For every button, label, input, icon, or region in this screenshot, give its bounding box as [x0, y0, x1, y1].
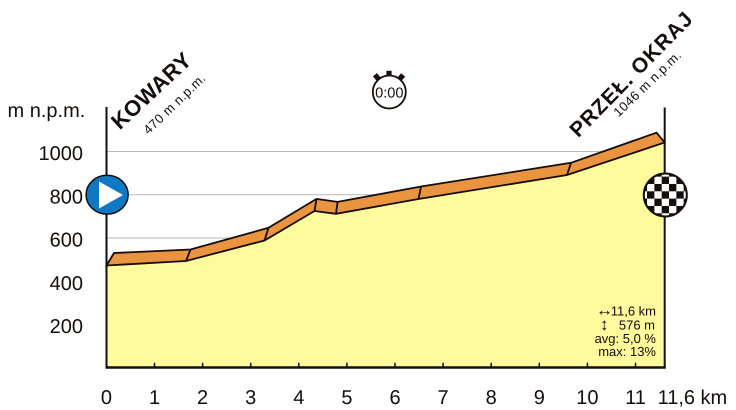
svg-text:4: 4 [293, 387, 304, 409]
svg-text:11: 11 [625, 387, 646, 409]
svg-text:1000: 1000 [39, 143, 84, 165]
svg-text:1: 1 [149, 387, 160, 409]
svg-text:400: 400 [50, 273, 83, 295]
svg-text:2: 2 [197, 387, 208, 409]
svg-text:0: 0 [101, 387, 112, 409]
svg-text:11,6 km: 11,6 km [658, 387, 728, 409]
svg-text:576 m: 576 m [619, 317, 655, 332]
svg-text:0:00: 0:00 [375, 85, 403, 101]
svg-text:avg: 5,0 %: avg: 5,0 % [595, 331, 657, 346]
svg-text:6: 6 [389, 387, 400, 409]
svg-text:200: 200 [50, 316, 83, 338]
svg-text:8: 8 [486, 387, 497, 409]
svg-text:3: 3 [245, 387, 256, 409]
svg-text:10: 10 [576, 387, 598, 409]
svg-text:800: 800 [50, 186, 83, 208]
svg-text:m n.p.m.: m n.p.m. [8, 100, 86, 122]
svg-text:max: 13%: max: 13% [598, 344, 656, 359]
svg-text:↔: ↔ [596, 301, 613, 320]
svg-text:600: 600 [50, 230, 83, 252]
svg-text:9: 9 [534, 387, 545, 409]
svg-text:11,6 km: 11,6 km [611, 304, 656, 319]
svg-text:5: 5 [341, 387, 352, 409]
svg-text:7: 7 [438, 387, 449, 409]
svg-text:↕: ↕ [600, 315, 609, 334]
